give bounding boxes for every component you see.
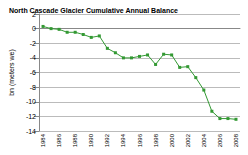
svg-text:North Cascade Glacier Cumulati: North Cascade Glacier Cumulative Annual … xyxy=(9,7,178,14)
svg-text:0: 0 xyxy=(32,25,36,32)
svg-text:1998: 1998 xyxy=(153,133,159,147)
svg-text:-12: -12 xyxy=(26,113,36,120)
svg-text:2006: 2006 xyxy=(217,133,223,147)
svg-text:1996: 1996 xyxy=(137,133,143,147)
svg-text:1994: 1994 xyxy=(120,133,126,147)
svg-text:1990: 1990 xyxy=(88,133,94,147)
svg-text:2004: 2004 xyxy=(201,133,207,147)
svg-text:-4: -4 xyxy=(30,54,36,61)
svg-text:-14: -14 xyxy=(26,128,36,135)
svg-text:1992: 1992 xyxy=(104,133,110,147)
svg-text:2008: 2008 xyxy=(233,133,239,147)
svg-text:-8: -8 xyxy=(30,84,36,91)
svg-text:2000: 2000 xyxy=(169,133,175,147)
svg-text:2002: 2002 xyxy=(185,133,191,147)
svg-text:-6: -6 xyxy=(30,69,36,76)
svg-text:-2: -2 xyxy=(30,40,36,47)
svg-text:1988: 1988 xyxy=(72,133,78,147)
svg-text:1986: 1986 xyxy=(56,133,62,147)
svg-text:2: 2 xyxy=(32,10,36,18)
svg-text:-10: -10 xyxy=(26,98,36,105)
svg-text:bn (meters we): bn (meters we) xyxy=(8,49,16,96)
svg-text:1984: 1984 xyxy=(40,133,46,147)
